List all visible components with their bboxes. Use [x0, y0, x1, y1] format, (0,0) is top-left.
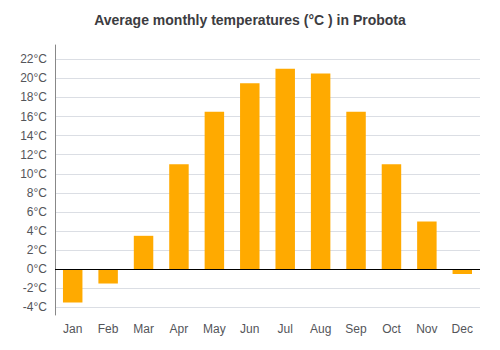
- svg-text:18°C: 18°C: [20, 90, 47, 104]
- svg-text:Oct: Oct: [382, 322, 401, 336]
- svg-text:Apr: Apr: [170, 322, 189, 336]
- svg-text:Feb: Feb: [98, 322, 119, 336]
- svg-text:-4°C: -4°C: [23, 300, 47, 314]
- svg-text:Dec: Dec: [452, 322, 473, 336]
- svg-text:22°C: 22°C: [20, 52, 47, 66]
- svg-text:Jun: Jun: [240, 322, 259, 336]
- svg-text:Average monthly temperatures (: Average monthly temperatures (°C ) in Pr…: [94, 12, 406, 28]
- svg-text:May: May: [203, 322, 226, 336]
- svg-text:2°C: 2°C: [27, 243, 47, 257]
- svg-text:Nov: Nov: [416, 322, 437, 336]
- svg-text:20°C: 20°C: [20, 71, 47, 85]
- svg-text:Sep: Sep: [345, 322, 367, 336]
- svg-text:Jul: Jul: [278, 322, 293, 336]
- svg-text:12°C: 12°C: [20, 148, 47, 162]
- svg-text:16°C: 16°C: [20, 110, 47, 124]
- svg-text:Jan: Jan: [63, 322, 82, 336]
- svg-text:14°C: 14°C: [20, 129, 47, 143]
- svg-text:0°C: 0°C: [27, 262, 47, 276]
- svg-text:6°C: 6°C: [27, 205, 47, 219]
- svg-text:10°C: 10°C: [20, 167, 47, 181]
- svg-text:8°C: 8°C: [27, 186, 47, 200]
- svg-text:Aug: Aug: [310, 322, 331, 336]
- svg-text:4°C: 4°C: [27, 224, 47, 238]
- svg-text:Mar: Mar: [133, 322, 154, 336]
- svg-text:-2°C: -2°C: [23, 281, 47, 295]
